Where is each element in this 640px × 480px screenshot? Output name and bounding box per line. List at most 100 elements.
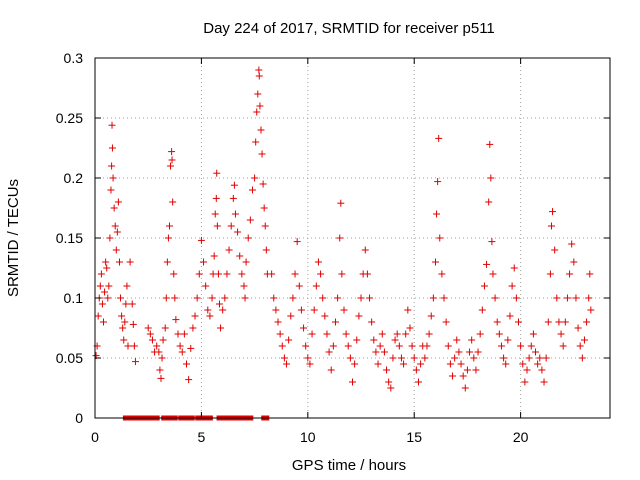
data-point: [107, 186, 115, 194]
data-point: [566, 270, 574, 278]
data-point: [146, 330, 154, 338]
data-point: [353, 336, 361, 344]
data-point: [197, 236, 205, 244]
data-point: [252, 138, 260, 146]
data-point: [488, 238, 496, 246]
data-point: [449, 372, 457, 380]
data-point: [119, 324, 127, 332]
data-point: [231, 210, 239, 218]
data-point: [148, 336, 156, 344]
data-point: [131, 358, 139, 366]
data-point: [485, 198, 493, 206]
data-point: [244, 234, 252, 242]
data-point: [480, 282, 488, 290]
data-point: [393, 330, 401, 338]
data-point: [336, 234, 344, 242]
data-point: [357, 294, 365, 302]
data-point: [262, 246, 270, 254]
data-point: [536, 354, 544, 362]
data-point: [225, 246, 233, 254]
y-tick-label: 0.25: [56, 110, 83, 126]
data-point: [191, 312, 199, 320]
data-point: [229, 194, 237, 202]
data-point: [117, 294, 125, 302]
data-point: [185, 376, 193, 384]
data-point: [412, 366, 420, 374]
data-point: [113, 228, 121, 236]
data-point: [512, 294, 520, 302]
data-point: [435, 134, 443, 142]
data-point: [466, 348, 474, 356]
x-tick-label: 0: [91, 429, 99, 445]
data-point: [105, 282, 113, 290]
data-point: [540, 378, 548, 386]
data-point: [246, 216, 254, 224]
data-point: [124, 342, 132, 350]
y-tick-label: 0.05: [56, 350, 83, 366]
data-point: [417, 360, 425, 368]
data-point: [255, 66, 263, 74]
data-point: [195, 270, 203, 278]
data-point: [121, 318, 129, 326]
data-point: [144, 324, 152, 332]
data-point: [338, 270, 346, 278]
data-point: [169, 198, 177, 206]
data-point: [156, 366, 164, 374]
data-point: [406, 324, 414, 332]
data-point: [206, 312, 214, 320]
data-point: [583, 318, 591, 326]
data-point: [287, 312, 295, 320]
data-point: [162, 294, 170, 302]
data-point: [238, 270, 246, 278]
data-point: [108, 162, 116, 170]
data-point: [472, 366, 480, 374]
x-tick-label: 20: [513, 429, 529, 445]
data-point: [351, 360, 359, 368]
data-point: [374, 360, 382, 368]
data-point: [187, 344, 195, 352]
data-point: [189, 324, 197, 332]
data-point: [470, 354, 478, 362]
data-point: [101, 288, 109, 296]
data-point: [434, 178, 442, 186]
data-point: [561, 318, 569, 326]
data-point: [549, 208, 557, 216]
data-point: [200, 258, 208, 266]
data-point: [500, 354, 508, 362]
data-point: [363, 270, 371, 278]
x-tick-label: 5: [198, 429, 206, 445]
data-point: [368, 318, 376, 326]
data-point: [504, 336, 512, 344]
data-point: [576, 342, 584, 350]
data-point: [538, 366, 546, 374]
data-point: [171, 294, 179, 302]
data-point: [214, 270, 222, 278]
data-point: [168, 156, 176, 164]
data-point: [270, 294, 278, 302]
x-tick-label: 10: [300, 429, 316, 445]
data-point: [223, 270, 231, 278]
data-point: [219, 306, 227, 314]
data-point: [514, 318, 522, 326]
data-point: [106, 234, 114, 242]
data-point: [476, 330, 484, 338]
data-point: [525, 354, 533, 362]
data-point: [180, 330, 188, 338]
data-point: [170, 270, 178, 278]
data-point: [517, 342, 525, 350]
data-point: [100, 318, 108, 326]
data-point: [157, 374, 165, 382]
data-point: [213, 169, 221, 177]
y-tick-label: 0.15: [56, 230, 83, 246]
axis-ticks: 0 0.05 0.1 0.15 0.2 0.25 0.3 0 5 10 15 20: [56, 50, 610, 445]
data-point: [158, 354, 166, 362]
data-point: [306, 360, 314, 368]
data-point: [122, 300, 130, 308]
data-point: [268, 270, 276, 278]
data-point: [258, 150, 266, 158]
data-point: [128, 300, 136, 308]
y-tick-label: 0: [75, 410, 83, 426]
data-point: [98, 300, 106, 308]
data-point: [486, 140, 494, 148]
data-point: [366, 294, 374, 302]
